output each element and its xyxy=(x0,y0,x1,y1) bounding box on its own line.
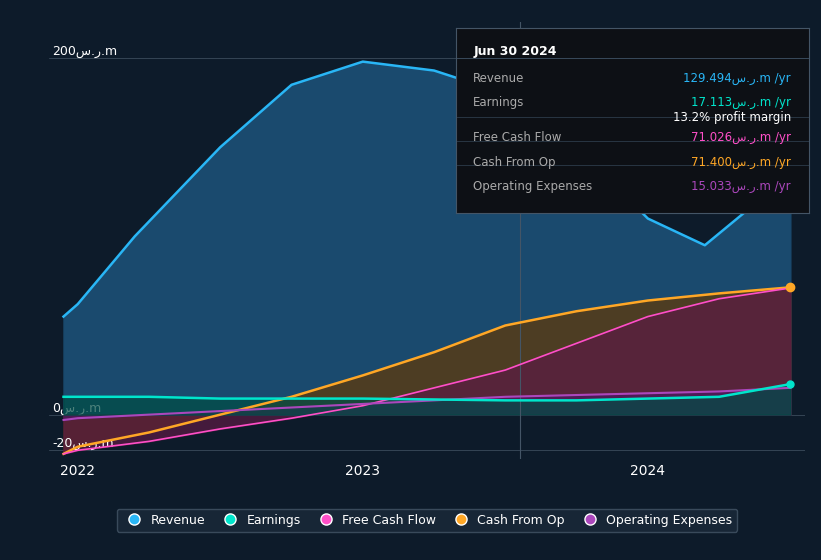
Text: 13.2% profit margin: 13.2% profit margin xyxy=(672,111,791,124)
Legend: Revenue, Earnings, Free Cash Flow, Cash From Op, Operating Expenses: Revenue, Earnings, Free Cash Flow, Cash … xyxy=(117,508,737,531)
Text: 71.400س.ر.m /yr: 71.400س.ر.m /yr xyxy=(691,156,791,169)
Text: 71.026س.ر.m /yr: 71.026س.ر.m /yr xyxy=(691,132,791,144)
Text: 15.033س.ر.m /yr: 15.033س.ر.m /yr xyxy=(691,180,791,193)
Text: Revenue: Revenue xyxy=(474,72,525,85)
Text: Cash From Op: Cash From Op xyxy=(474,156,556,169)
Text: Earnings: Earnings xyxy=(474,96,525,109)
Text: 200س.ر.m: 200س.ر.m xyxy=(52,45,117,58)
Text: Free Cash Flow: Free Cash Flow xyxy=(474,132,562,144)
Text: Jun 30 2024: Jun 30 2024 xyxy=(474,45,557,58)
Text: 0س.ر.m: 0س.ر.m xyxy=(52,402,101,414)
Text: Operating Expenses: Operating Expenses xyxy=(474,180,593,193)
Text: -20س.ر.m: -20س.ر.m xyxy=(52,437,114,450)
Text: 17.113س.ر.m /yr: 17.113س.ر.m /yr xyxy=(691,96,791,109)
Text: 129.494س.ر.m /yr: 129.494س.ر.m /yr xyxy=(683,72,791,85)
